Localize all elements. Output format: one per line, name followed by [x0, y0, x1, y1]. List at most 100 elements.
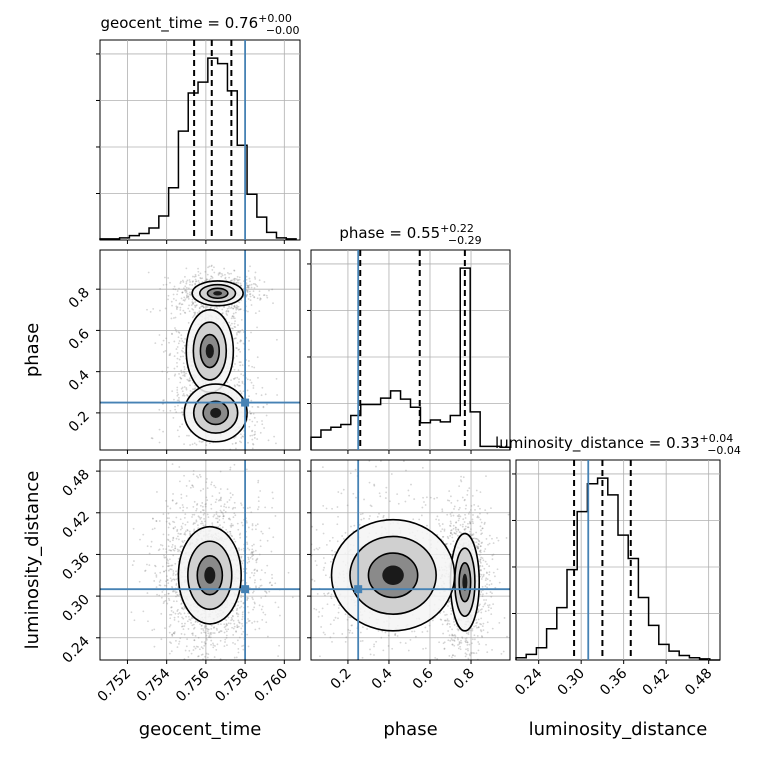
- sample-point: [241, 522, 243, 524]
- sample-point: [159, 310, 161, 312]
- sample-point: [336, 523, 338, 525]
- sample-point: [188, 628, 190, 630]
- sample-point: [169, 614, 171, 616]
- sample-point: [199, 474, 201, 476]
- sample-point: [331, 508, 333, 510]
- sample-point: [498, 540, 500, 542]
- sample-point: [237, 529, 239, 531]
- sample-point: [459, 646, 461, 648]
- sample-point: [175, 584, 177, 586]
- sample-point: [457, 644, 459, 646]
- sample-point: [242, 364, 244, 366]
- sample-point: [220, 488, 222, 490]
- sample-point: [250, 511, 252, 513]
- sample-point: [174, 286, 176, 288]
- sample-point: [205, 444, 207, 446]
- sample-point: [260, 597, 262, 599]
- sample-point: [261, 609, 263, 611]
- sample-point: [237, 605, 239, 607]
- sample-point: [167, 579, 169, 581]
- sample-point: [167, 505, 169, 507]
- sample-point: [190, 380, 192, 382]
- sample-point: [234, 507, 236, 509]
- sample-point: [452, 644, 454, 646]
- sample-point: [443, 673, 445, 675]
- sample-point: [240, 601, 242, 603]
- sample-point: [228, 622, 230, 624]
- sample-point: [142, 610, 144, 612]
- sample-point: [181, 338, 183, 340]
- sample-point: [195, 621, 197, 623]
- sample-point: [464, 514, 466, 516]
- sample-point: [483, 623, 485, 625]
- sample-point: [254, 569, 256, 571]
- sample-point: [230, 619, 232, 621]
- sample-point: [486, 651, 488, 653]
- sample-point: [185, 372, 187, 374]
- sample-point: [236, 624, 238, 626]
- sample-point: [435, 518, 437, 520]
- sample-point: [228, 507, 230, 509]
- sample-point: [193, 470, 195, 472]
- sample-point: [242, 649, 244, 651]
- sample-point: [421, 507, 423, 509]
- sample-point: [256, 561, 258, 563]
- sample-point: [176, 594, 178, 596]
- sample-point: [176, 610, 178, 612]
- sample-point: [198, 274, 200, 276]
- sample-point: [451, 638, 453, 640]
- sample-point: [248, 360, 250, 362]
- sample-point: [260, 432, 262, 434]
- sample-point: [496, 537, 498, 539]
- sample-point: [148, 564, 150, 566]
- sample-point: [178, 373, 180, 375]
- sample-point: [183, 366, 185, 368]
- sample-point: [446, 624, 448, 626]
- sample-point: [233, 313, 235, 315]
- sample-point: [171, 610, 173, 612]
- sample-point: [240, 373, 242, 375]
- sample-point: [251, 382, 253, 384]
- sample-point: [170, 577, 172, 579]
- sample-point: [504, 617, 506, 619]
- sample-point: [186, 279, 188, 281]
- sample-point: [183, 362, 185, 364]
- sample-point: [220, 471, 222, 473]
- sample-point: [217, 521, 219, 523]
- sample-point: [174, 526, 176, 528]
- sample-point: [222, 665, 224, 667]
- sample-point: [231, 523, 233, 525]
- sample-point: [448, 490, 450, 492]
- sample-point: [365, 672, 367, 674]
- sample-point: [176, 591, 178, 593]
- sample-point: [266, 403, 268, 405]
- sample-point: [252, 448, 254, 450]
- sample-point: [133, 560, 135, 562]
- sample-point: [257, 297, 259, 299]
- sample-point: [191, 653, 193, 655]
- sample-point: [211, 522, 213, 524]
- sample-point: [197, 524, 199, 526]
- sample-point: [226, 635, 228, 637]
- sample-point: [444, 530, 446, 532]
- sample-point: [235, 630, 237, 632]
- sample-point: [166, 562, 168, 564]
- sample-point: [475, 625, 477, 627]
- sample-point: [196, 280, 198, 282]
- sample-point: [230, 379, 232, 381]
- sample-point: [196, 444, 198, 446]
- sample-point: [252, 387, 254, 389]
- sample-point: [422, 648, 424, 650]
- sample-point: [223, 509, 225, 511]
- sample-point: [161, 597, 163, 599]
- sample-point: [151, 541, 153, 543]
- sample-point: [493, 542, 495, 544]
- sample-point: [345, 613, 347, 615]
- sample-point: [191, 484, 193, 486]
- sample-point: [175, 299, 177, 301]
- sample-point: [203, 512, 205, 514]
- sample-point: [185, 283, 187, 285]
- sample-point: [192, 388, 194, 390]
- sample-point: [241, 451, 243, 453]
